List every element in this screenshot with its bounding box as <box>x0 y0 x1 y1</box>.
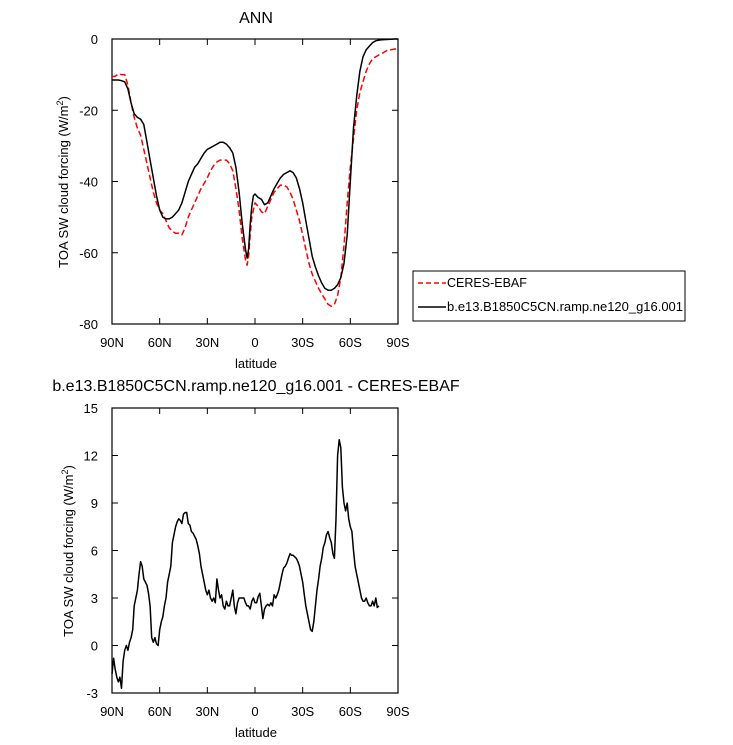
top-y-label-main: TOA SW cloud forcing (W/m <box>56 106 71 268</box>
bottom-y-tick-label: 3 <box>91 591 98 606</box>
legend-label-model: b.e13.B1850C5CN.ramp.ne120_g16.001 <box>447 300 683 314</box>
bottom-x-axis-label: latitude <box>235 725 277 740</box>
bottom-x-tick-label: 0 <box>251 704 258 719</box>
top-y-tick-label: -80 <box>79 317 98 332</box>
top-y-tick-label: -20 <box>79 103 98 118</box>
bottom-series-group <box>111 438 380 690</box>
top-x-tick-label: 90N <box>100 335 124 350</box>
top-y-axis: 0 -20 -40 -60 -80 <box>79 32 398 332</box>
top-series-group <box>112 38 398 307</box>
top-x-axis-label: latitude <box>235 356 277 371</box>
bottom-y-tick-label: 6 <box>91 544 98 559</box>
top-x-tick-label: 0 <box>251 335 258 350</box>
bottom-y-label-end: ) <box>61 465 76 469</box>
top-plot-frame <box>111 38 399 325</box>
top-legend: CERES-EBAF b.e13.B1850C5CN.ramp.ne120_g1… <box>412 270 686 322</box>
bottom-y-tick-label: 0 <box>91 639 98 654</box>
top-series-line-1 <box>112 38 398 291</box>
bottom-x-tick-label: 90N <box>100 704 124 719</box>
bottom-x-tick-label: 60S <box>339 704 362 719</box>
bottom-y-label-sup: 2 <box>60 470 70 475</box>
bottom-y-tick-label: 15 <box>84 401 98 416</box>
bottom-plot-frame <box>111 407 399 694</box>
top-y-tick-label: -60 <box>79 246 98 261</box>
panel-bottom: b.e13.B1850C5CN.ramp.ne120_g16.001 - CER… <box>52 378 460 740</box>
top-y-label-end: ) <box>56 96 71 100</box>
top-y-tick-label: 0 <box>91 32 98 47</box>
legend-box <box>412 270 686 322</box>
legend-label-ceres: CERES-EBAF <box>447 276 527 290</box>
panel-top: ANN 90N 60N 30N 0 30S 60S 90S 0 -20 -40 -60 -80 la… <box>55 10 686 371</box>
top-y-axis-label: TOA SW cloud forcing (W/m2) <box>55 96 71 268</box>
bottom-x-tick-label: 30S <box>291 704 314 719</box>
top-x-tick-label: 30S <box>291 335 314 350</box>
bottom-y-axis-label: TOA SW cloud forcing (W/m2) <box>60 465 76 637</box>
top-x-axis: 90N 60N 30N 0 30S 60S 90S <box>100 39 410 350</box>
bottom-x-tick-label: 30N <box>195 704 219 719</box>
bottom-x-tick-label: 90S <box>386 704 409 719</box>
top-x-tick-label: 60S <box>339 335 362 350</box>
top-y-label-sup: 2 <box>55 101 65 106</box>
top-x-tick-label: 90S <box>386 335 409 350</box>
bottom-x-axis: 90N 60N 30N 0 30S 60S 90S <box>100 408 410 719</box>
bottom-y-tick-label: -3 <box>86 686 98 701</box>
bottom-y-label-main: TOA SW cloud forcing (W/m <box>61 475 76 637</box>
bottom-y-axis: 15 12 9 6 3 0 -3 <box>84 401 398 701</box>
bottom-chart-title: b.e13.B1850C5CN.ramp.ne120_g16.001 - CER… <box>52 378 460 395</box>
bottom-y-tick-label: 12 <box>84 449 98 464</box>
bottom-series-line-0 <box>111 438 380 690</box>
top-y-tick-label: -40 <box>79 175 98 190</box>
top-series-line-0 <box>112 48 398 307</box>
bottom-x-tick-label: 60N <box>148 704 172 719</box>
top-chart-title: ANN <box>239 10 273 27</box>
bottom-y-tick-label: 9 <box>91 496 98 511</box>
top-x-tick-label: 60N <box>148 335 172 350</box>
top-x-tick-label: 30N <box>195 335 219 350</box>
